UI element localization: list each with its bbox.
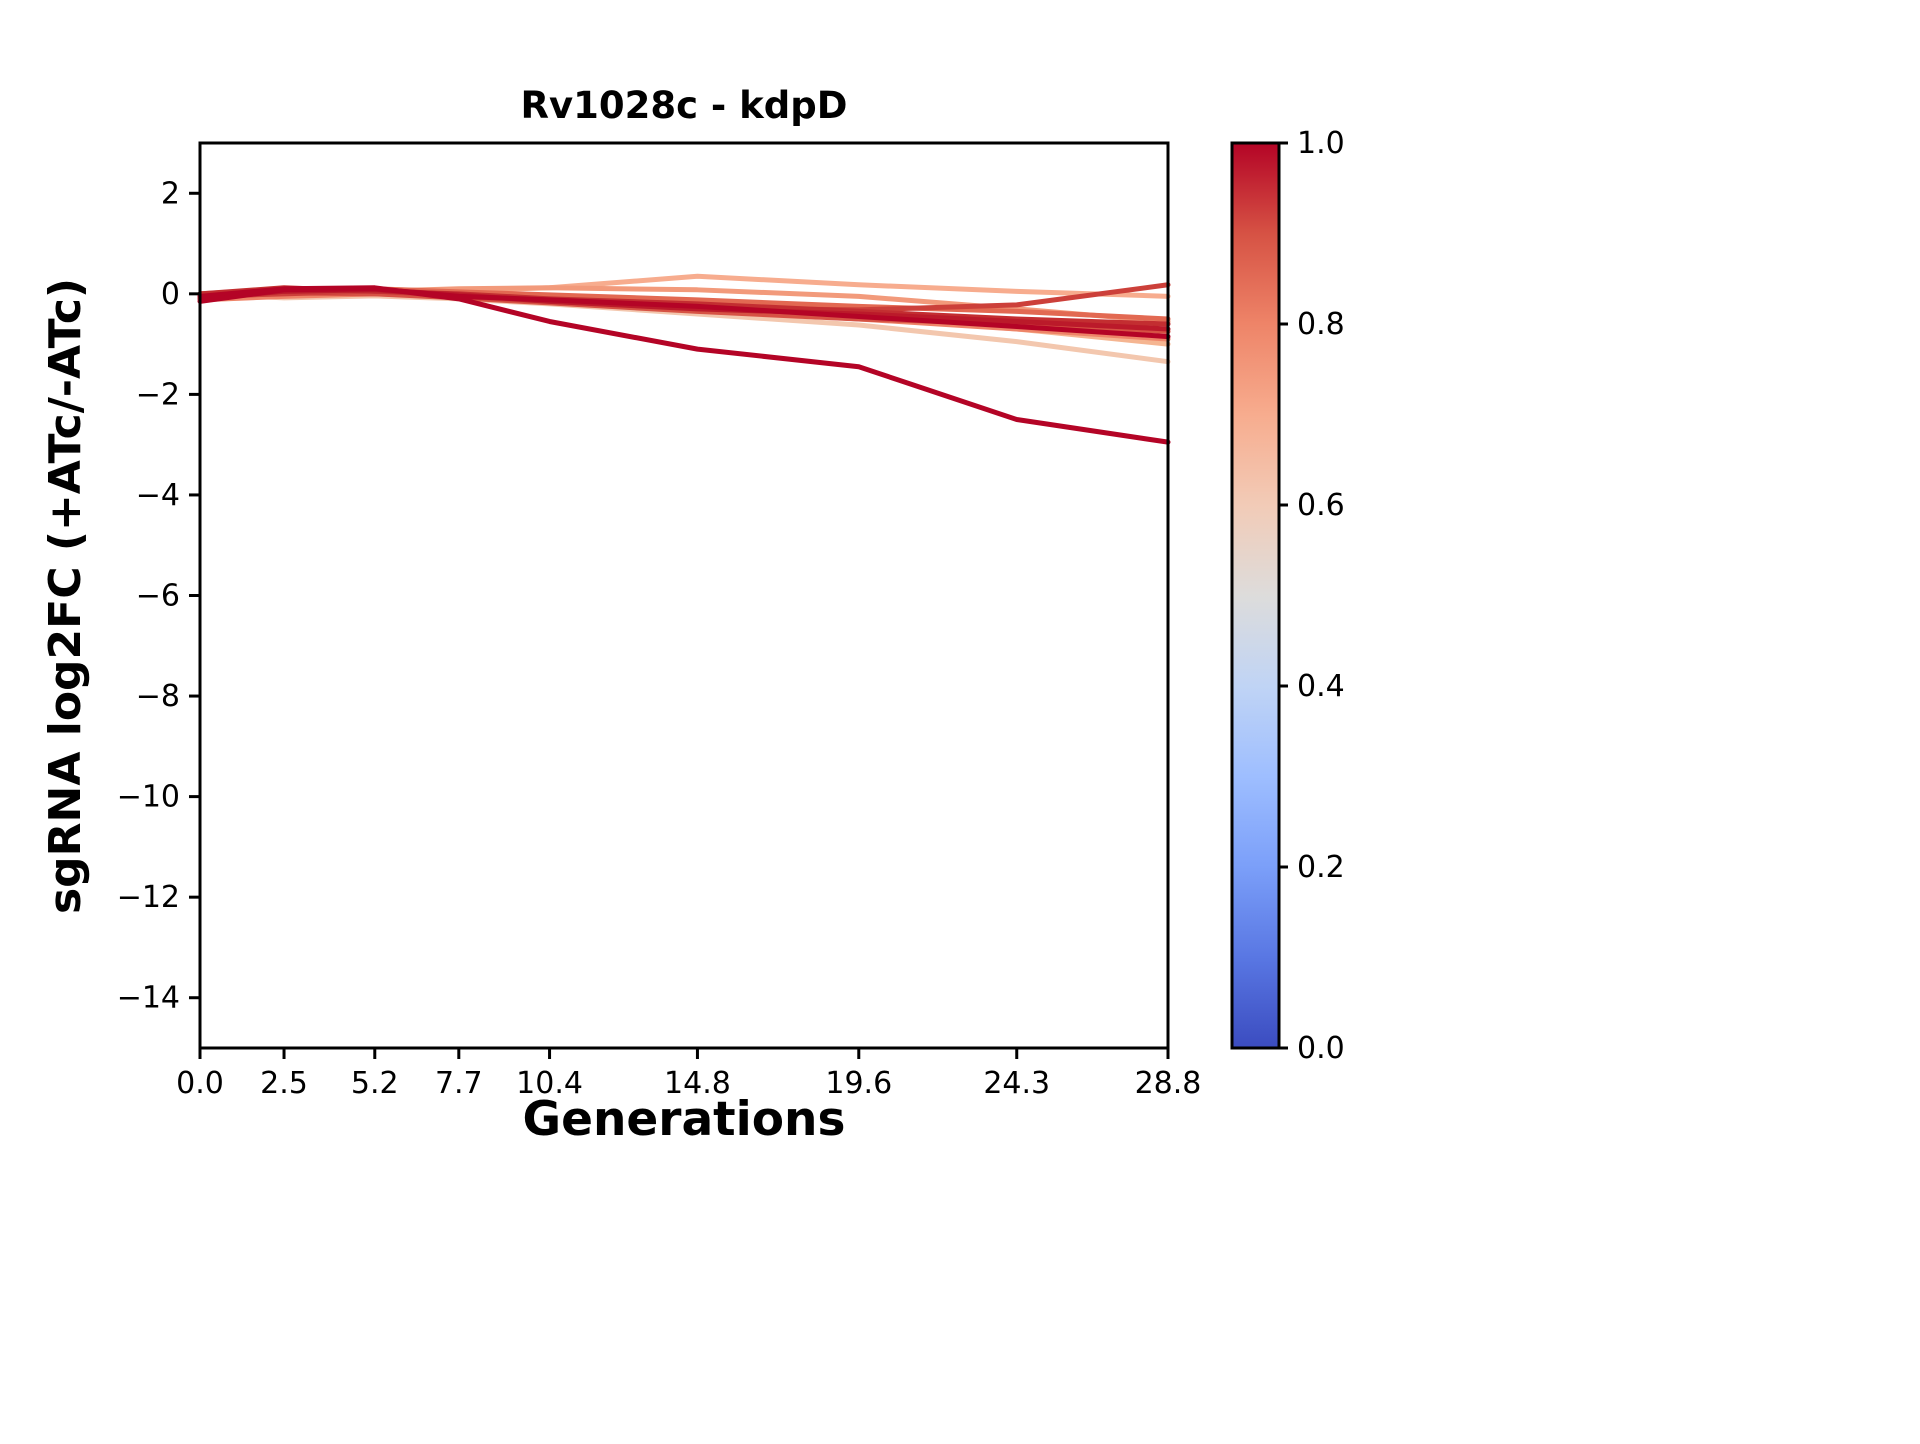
- colorbar-tick-label: 0.4: [1297, 669, 1345, 704]
- colorbar-tick-label: 1.0: [1297, 126, 1345, 161]
- colorbar-tick-label: 0.8: [1297, 307, 1345, 342]
- colorbar-tick-label: 0.2: [1297, 850, 1345, 885]
- colorbar-outline: [1230, 141, 1281, 1050]
- x-tick-label: 28.8: [1135, 1066, 1202, 1101]
- colorbar-tick-label: 0.6: [1297, 488, 1345, 523]
- series-lines: [197, 273, 1171, 445]
- axes: 0.0 2.5 5.2 7.7 10.4 14.8 19.6 24.3 28.8 2 0 −2 −4 −6…: [117, 141, 1202, 1101]
- y-tick-label: −10: [117, 780, 180, 815]
- y-axis-label: sgRNA log2FC (+ATc/-ATc): [40, 278, 91, 914]
- x-tick-label: 0.0: [176, 1066, 224, 1101]
- sgrna-line-sgRNA-02: [197, 286, 1171, 340]
- x-tick-label: 14.8: [664, 1066, 731, 1101]
- x-tick-label: 10.4: [516, 1066, 583, 1101]
- colorbar-gradient: [1232, 143, 1279, 1048]
- y-tick-label: 0: [161, 277, 180, 312]
- colorbar-tick-label: 0.0: [1297, 1031, 1345, 1066]
- x-tick-label: 24.3: [983, 1066, 1050, 1101]
- x-tick-label: 2.5: [260, 1066, 308, 1101]
- x-tick-label: 5.2: [351, 1066, 399, 1101]
- x-tick-label: 19.6: [825, 1066, 892, 1101]
- y-tick-label: −8: [136, 679, 180, 714]
- x-axis-label: Generations: [523, 1092, 846, 1147]
- y-tick-label: −4: [136, 478, 180, 513]
- x-tick-label: 7.7: [435, 1066, 483, 1101]
- y-tick-label: −2: [136, 377, 180, 412]
- y-tick-label: −14: [117, 981, 180, 1016]
- y-tick-label: −6: [136, 579, 180, 614]
- y-tick-label: 2: [161, 176, 180, 211]
- chart-title: Rv1028c - kdpD: [521, 84, 848, 127]
- colorbar: 1.0 0.8 0.6 0.4 0.2 0.0: [1230, 126, 1345, 1066]
- y-tick-label: −12: [117, 880, 180, 915]
